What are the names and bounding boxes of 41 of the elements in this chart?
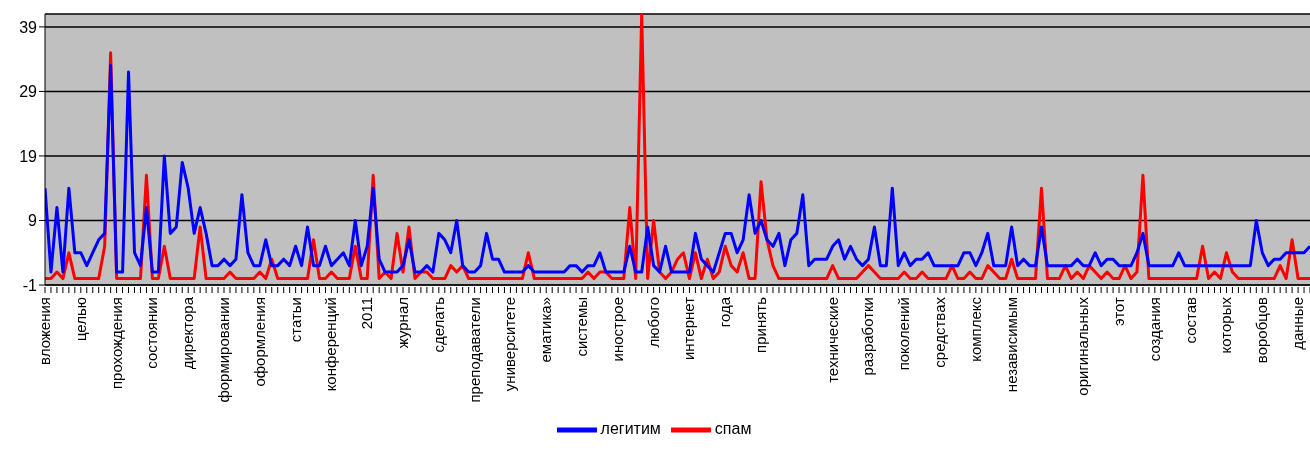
x-tick-label: вложения bbox=[36, 297, 53, 365]
x-tick-label: 2011 bbox=[358, 297, 376, 330]
x-tick-label: независимым bbox=[1002, 297, 1020, 393]
x-tick-label: любого bbox=[644, 297, 662, 348]
x-tick-label: преподаватели bbox=[465, 297, 483, 403]
x-tick-label: интернет bbox=[680, 296, 698, 361]
x-tick-label: сделать bbox=[429, 296, 447, 353]
x-tick-label: года bbox=[716, 296, 734, 328]
x-tick-label: воробцов bbox=[1253, 296, 1271, 364]
x-tick-label: этот bbox=[1110, 296, 1128, 326]
y-tick-label: 9 bbox=[28, 212, 38, 230]
x-tick-label: средствах bbox=[931, 296, 949, 368]
x-tick-label: прохождения bbox=[107, 297, 125, 390]
x-tick-label: директора bbox=[179, 296, 197, 370]
y-tick-label: 19 bbox=[19, 147, 38, 165]
x-tick-label: которых bbox=[1217, 296, 1235, 354]
y-tick-label: -1 bbox=[22, 276, 38, 294]
x-tick-label: данные bbox=[1289, 297, 1307, 350]
x-tick-label: университете bbox=[501, 297, 519, 392]
x-tick-label: иностроe bbox=[608, 297, 626, 362]
x-tick-label: поколений bbox=[895, 297, 913, 371]
x-tick-label: журнал bbox=[394, 297, 412, 349]
x-tick-label: состав bbox=[1181, 296, 1199, 344]
x-tick-label: статьи bbox=[286, 297, 304, 343]
x-tick-label: формировании bbox=[215, 297, 233, 403]
x-tick-label: принять bbox=[752, 296, 770, 353]
x-tick-label: оформления bbox=[250, 297, 268, 387]
legend-label: легитим bbox=[600, 420, 661, 438]
x-tick-label: создания bbox=[1145, 297, 1163, 362]
x-tick-label: конференций bbox=[322, 297, 340, 392]
x-tick-label: целью bbox=[71, 297, 89, 342]
y-tick-label: 39 bbox=[19, 18, 38, 36]
x-tick-label: оригинальных bbox=[1074, 296, 1092, 396]
x-tick-label: технические bbox=[823, 297, 841, 383]
legend-label: спам bbox=[714, 420, 752, 438]
x-tick-label: ематика» bbox=[537, 297, 555, 363]
x-tick-label: комплекс bbox=[966, 296, 984, 362]
x-tick-label: разработки bbox=[859, 297, 877, 376]
x-tick-label: состоянии bbox=[143, 297, 161, 369]
x-tick-label: системы bbox=[573, 297, 591, 357]
y-tick-label: 29 bbox=[19, 83, 38, 101]
